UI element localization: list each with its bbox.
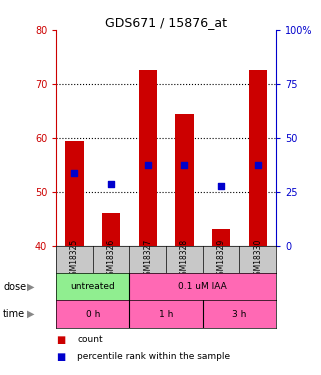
Point — [145, 162, 150, 168]
Bar — [102, 213, 120, 246]
Text: ■: ■ — [56, 335, 65, 345]
Text: GSM18330: GSM18330 — [253, 238, 262, 280]
Bar — [212, 230, 230, 246]
Bar — [139, 70, 157, 246]
Text: GSM18326: GSM18326 — [107, 239, 116, 280]
Text: ▶: ▶ — [27, 309, 34, 319]
Text: ■: ■ — [56, 352, 65, 362]
Text: count: count — [77, 335, 103, 344]
Text: untreated: untreated — [70, 282, 115, 291]
Bar — [129, 273, 276, 300]
Bar — [129, 300, 203, 328]
Text: GSM18327: GSM18327 — [143, 239, 152, 280]
Bar — [203, 300, 276, 328]
Point — [182, 162, 187, 168]
Bar — [175, 114, 194, 246]
Text: 3 h: 3 h — [232, 310, 247, 319]
Text: dose: dose — [3, 282, 26, 292]
Bar — [248, 70, 267, 246]
Text: time: time — [3, 309, 25, 319]
Bar — [56, 273, 129, 300]
Point — [219, 183, 224, 189]
Text: percentile rank within the sample: percentile rank within the sample — [77, 352, 230, 361]
Text: GSM18325: GSM18325 — [70, 239, 79, 280]
Text: GSM18329: GSM18329 — [217, 239, 226, 280]
Bar — [56, 300, 129, 328]
Text: ▶: ▶ — [27, 282, 34, 292]
Title: GDS671 / 15876_at: GDS671 / 15876_at — [105, 16, 227, 29]
Text: 0.1 uM IAA: 0.1 uM IAA — [178, 282, 227, 291]
Text: GSM18328: GSM18328 — [180, 239, 189, 280]
Point — [72, 170, 77, 176]
Point — [255, 162, 260, 168]
Text: 1 h: 1 h — [159, 310, 173, 319]
Text: 0 h: 0 h — [86, 310, 100, 319]
Point — [108, 181, 114, 187]
Bar — [65, 141, 84, 246]
